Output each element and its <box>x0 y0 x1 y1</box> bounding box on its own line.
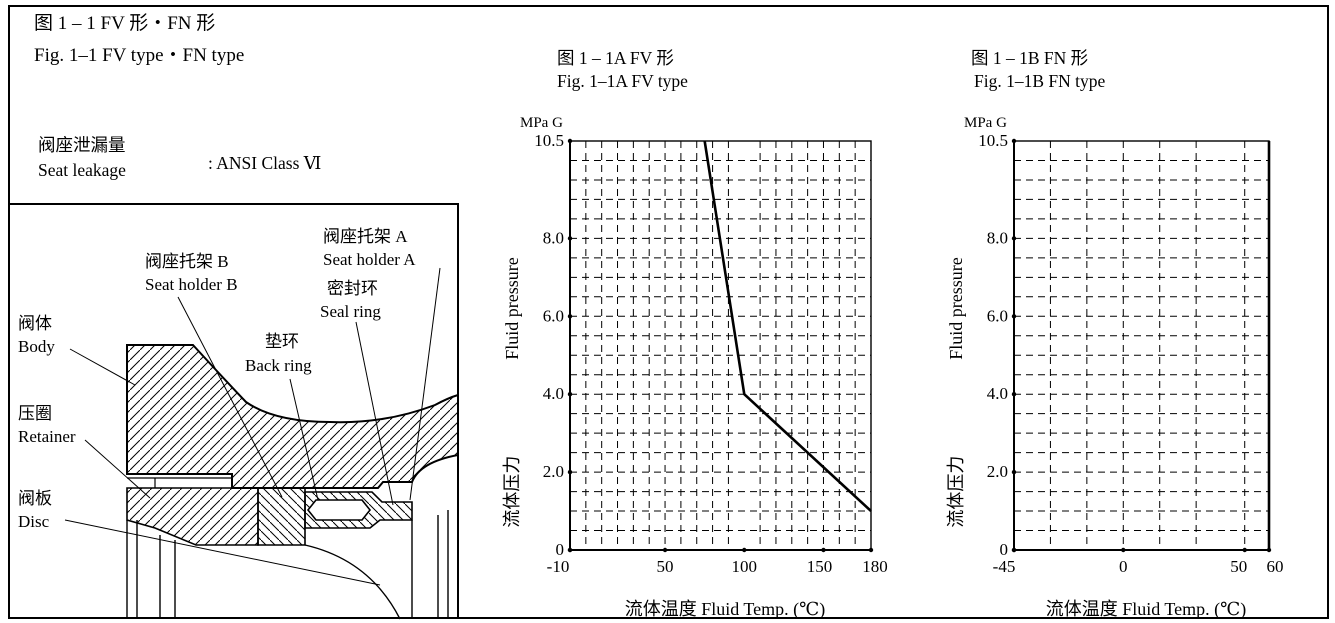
seat-holder-a-label-cn: 阀座托架 A <box>323 227 408 246</box>
chart-a-fv-type: 0 2.0 4.0 6.0 8.0 10.5 -10 50 100 150 180 MPa G Flui… <box>502 115 888 620</box>
y-tick-mark <box>567 391 573 397</box>
x-tick-mark <box>662 547 668 553</box>
y-tick-label: 6.0 <box>987 306 1008 325</box>
y-tick-label: 8.0 <box>987 228 1008 247</box>
chart-a-title-en: Fig. 1–1A FV type <box>557 71 688 91</box>
y-tick-label: 0 <box>556 540 565 559</box>
chart-b-title-en: Fig. 1–1B FN type <box>974 71 1106 91</box>
x-tick-mark <box>1011 547 1017 553</box>
y-tick-mark <box>1011 236 1017 241</box>
seat-leakage-value: : ANSI Class Ⅵ <box>208 153 322 173</box>
y-tick-label: 10.5 <box>978 131 1008 150</box>
retainer-label-cn: 压圈 <box>18 404 52 423</box>
x-tick-label: 60 <box>1267 557 1284 576</box>
seat-holder-b-label-cn: 阀座托架 B <box>145 252 229 271</box>
plot-frame <box>1013 140 1270 551</box>
y-tick-mark <box>567 314 573 319</box>
seat-leakage-label-en: Seat leakage <box>38 160 126 180</box>
seat-leakage-label-cn: 阀座泄漏量 <box>38 135 126 155</box>
y-tick-label: 2.0 <box>543 462 564 481</box>
y-axis-title-cn: 流体压力 <box>946 456 966 528</box>
y-tick-label: 8.0 <box>543 228 564 247</box>
x-tick-label: 180 <box>862 557 888 576</box>
x-tick-mark <box>821 547 826 553</box>
y-tick-mark <box>567 236 573 241</box>
x-tick-mark <box>742 547 747 553</box>
x-tick-label: -10 <box>547 557 570 576</box>
back-ring-label-en: Back ring <box>245 356 312 375</box>
figure-title-en: Fig. 1–1 FV type・FN type <box>34 45 245 66</box>
x-axis-title: 流体温度 Fluid Temp. (℃) <box>1046 599 1247 620</box>
chart-b-title-cn: 图 1 – 1B FN 形 <box>971 48 1089 68</box>
series-line <box>703 140 872 513</box>
x-tick-mark <box>868 547 874 553</box>
y-tick-mark <box>1011 391 1017 397</box>
x-tick-label: 0 <box>1119 557 1128 576</box>
x-tick-label: 50 <box>657 557 674 576</box>
x-tick-label: -45 <box>993 557 1016 576</box>
y-tick-label: 4.0 <box>543 384 564 403</box>
y-tick-mark <box>1011 314 1017 319</box>
y-unit-label: MPa G <box>964 115 1007 131</box>
retainer-label-en: Retainer <box>18 427 76 446</box>
y-tick-label: 6.0 <box>543 306 564 325</box>
seat-holder-a-label-en: Seat holder A <box>323 250 416 269</box>
x-tick-label: 100 <box>732 557 758 576</box>
y-unit-label: MPa G <box>520 115 563 131</box>
disc-label-en: Disc <box>18 512 50 531</box>
y-axis-title-cn: 流体压力 <box>502 456 522 528</box>
y-tick-mark <box>1011 138 1017 144</box>
y-tick-label: 4.0 <box>987 384 1008 403</box>
y-tick-label: 2.0 <box>987 462 1008 481</box>
figure-title-cn: 图 1 – 1 FV 形・FN 形 <box>34 13 216 34</box>
disc-label-cn: 阀板 <box>18 489 52 508</box>
y-tick-label: 10.5 <box>534 131 564 150</box>
plot-frame <box>569 140 872 551</box>
y-tick-label: 0 <box>1000 540 1009 559</box>
seat-holder-b-label-en: Seat holder B <box>145 275 238 294</box>
chart-a-title-cn: 图 1 – 1A FV 形 <box>557 48 674 68</box>
x-tick-mark <box>567 547 573 553</box>
valve-cross-section-drawing <box>8 203 459 620</box>
x-tick-label: 50 <box>1230 557 1247 576</box>
body-section <box>126 344 459 489</box>
y-axis-title-en: Fluid pressure <box>502 257 522 360</box>
body-label-en: Body <box>18 337 55 356</box>
body-label-cn: 阀体 <box>18 314 52 333</box>
y-tick-mark <box>567 469 573 475</box>
x-axis-title: 流体温度 Fluid Temp. (℃) <box>625 599 826 620</box>
x-tick-label: 150 <box>807 557 833 576</box>
y-tick-mark <box>567 138 573 144</box>
back-ring-label-cn: 垫环 <box>265 332 299 351</box>
x-tick-mark <box>1242 547 1247 553</box>
figure-frame <box>8 5 1329 619</box>
y-axis-title-en: Fluid pressure <box>946 257 966 360</box>
seal-ring-label-cn: 密封环 <box>327 279 378 298</box>
x-tick-mark <box>1121 547 1126 553</box>
y-tick-mark <box>1011 469 1017 475</box>
seal-ring-label-en: Seal ring <box>320 302 381 321</box>
